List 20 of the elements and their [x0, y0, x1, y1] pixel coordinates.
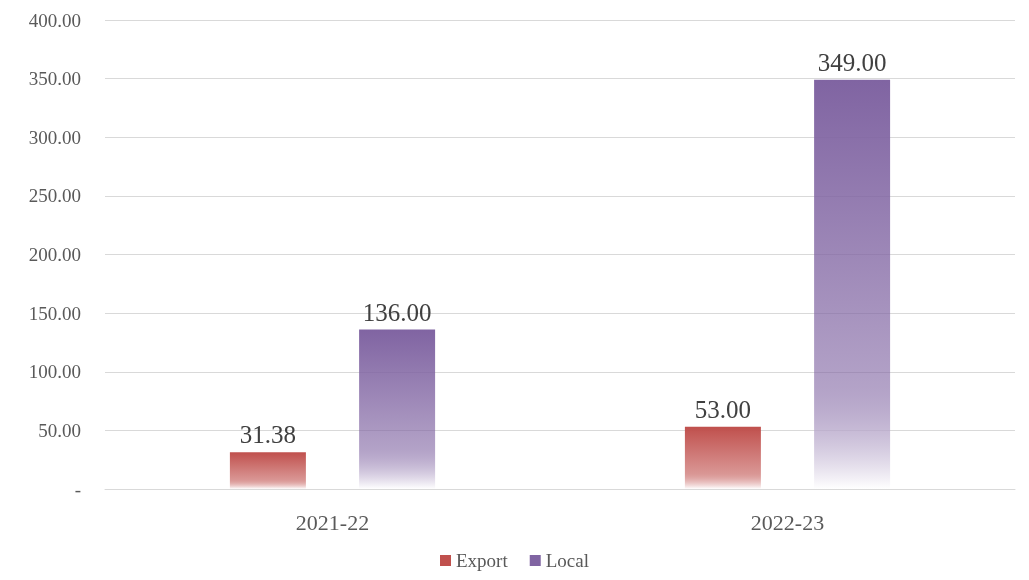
data-label: 349.00 [817, 48, 887, 76]
y-tick-label: - [74, 478, 81, 500]
y-tick-label: 150.00 [28, 302, 81, 324]
y-tick-label: 200.00 [28, 244, 81, 265]
bar [684, 426, 761, 489]
x-tick-label: 2022-23 [750, 509, 825, 535]
y-tick-label: 300.00 [28, 126, 81, 148]
x-tick-label: 2021-22 [295, 509, 370, 535]
y-tick-label: 350.00 [28, 68, 81, 90]
y-tick-label: 400.00 [28, 9, 81, 31]
data-label: 31.38 [239, 421, 297, 449]
data-label: 136.00 [362, 298, 432, 326]
y-tick-label: 250.00 [28, 185, 81, 207]
legend-label: Local [545, 550, 589, 571]
y-tick-label: 50.00 [38, 419, 81, 441]
y-tick-label: 100.00 [28, 361, 81, 383]
bar [359, 329, 436, 489]
data-label: 53.00 [694, 395, 752, 423]
bar [229, 452, 306, 489]
legend-label: Export [456, 550, 509, 571]
